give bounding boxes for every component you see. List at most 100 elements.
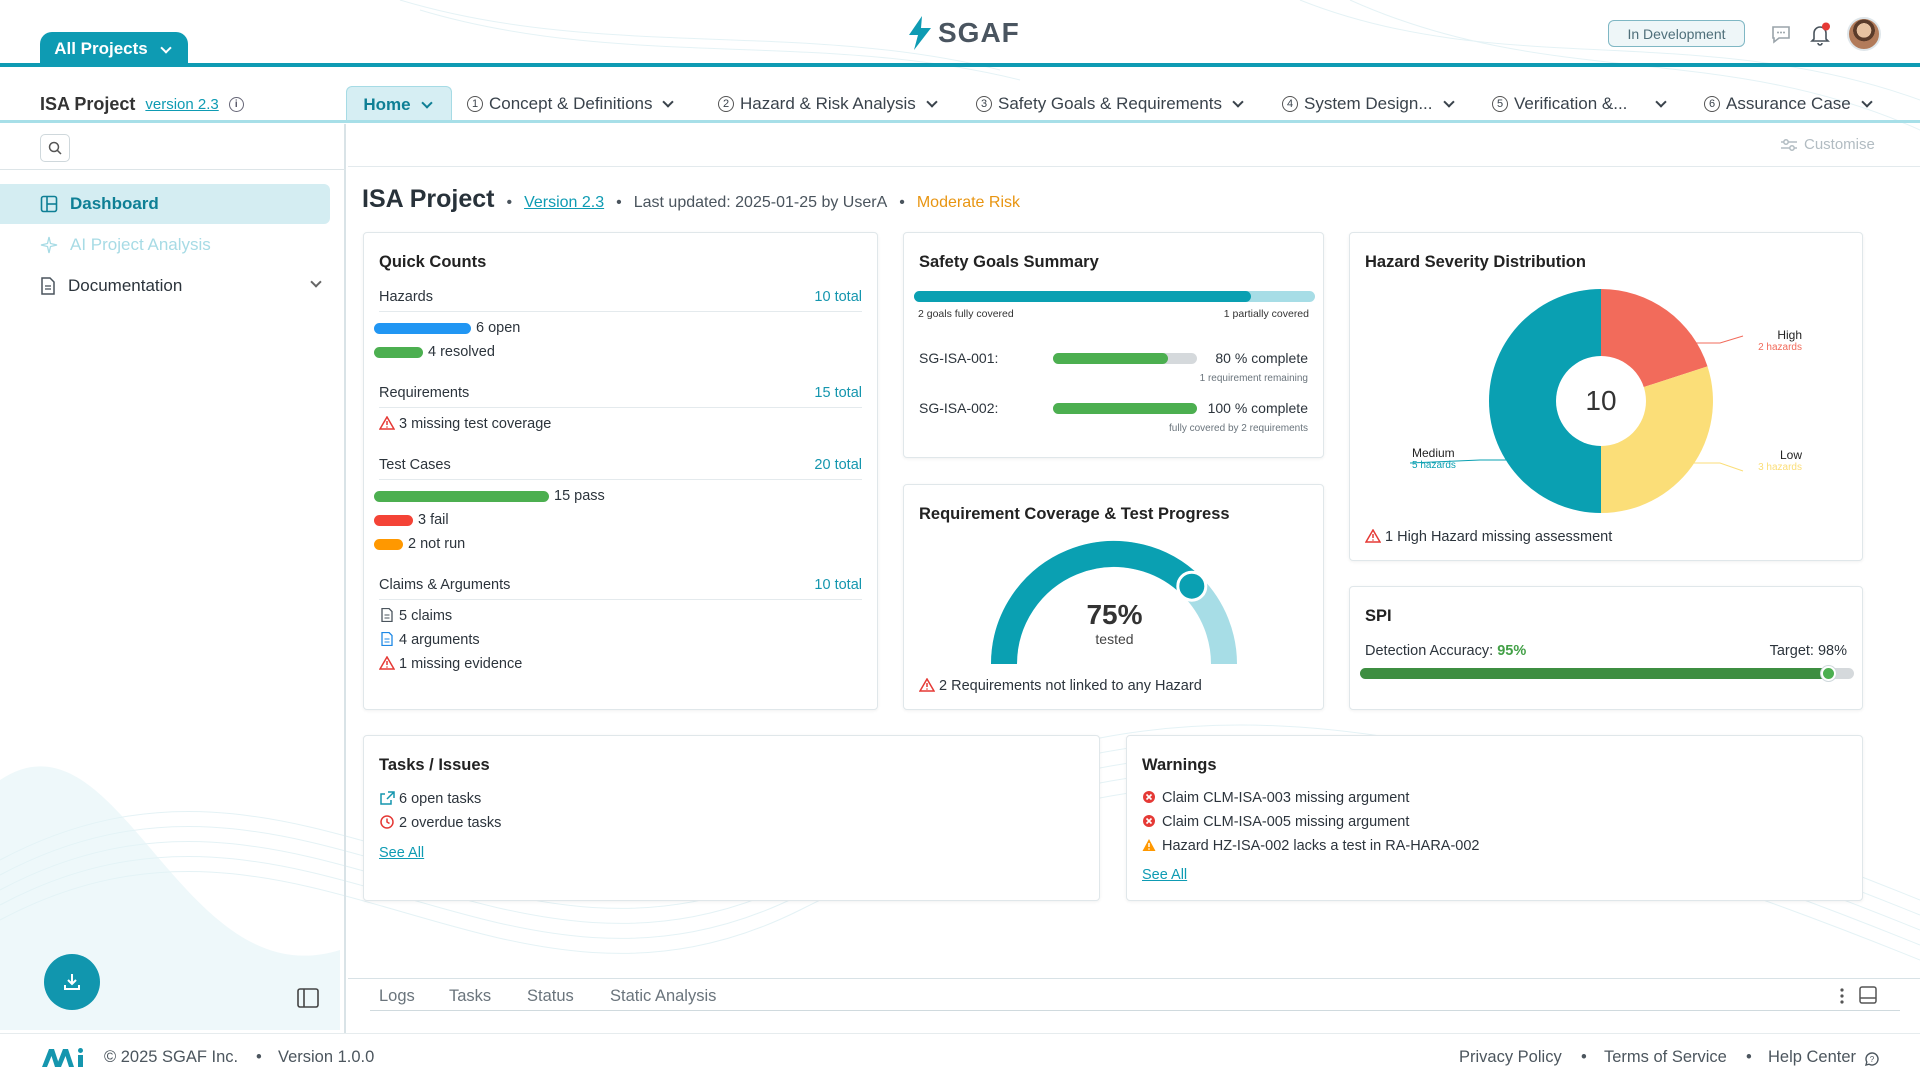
bottom-tab-tasks[interactable]: Tasks — [449, 987, 492, 1005]
claims-count: 5 claims — [379, 608, 452, 624]
sidebar-toggle-icon[interactable] — [297, 988, 319, 1008]
requirement-coverage-card: Requirement Coverage & Test Progress 75%… — [903, 484, 1324, 710]
warning-item[interactable]: Claim CLM-ISA-003 missing argument — [1142, 790, 1409, 806]
test-cases-total[interactable]: 20 total — [814, 457, 862, 473]
customise-label: Customise — [1804, 136, 1875, 153]
project-name: ISA Project — [40, 94, 136, 114]
hazards-resolved-count: 4 resolved — [428, 344, 495, 360]
help-center-link[interactable]: Help Center — [1768, 1048, 1857, 1066]
open-tasks[interactable]: 6 open tasks — [379, 791, 481, 807]
gauge-knob — [1176, 570, 1208, 602]
warning-item[interactable]: Hazard HZ-ISA-002 lacks a test in RA-HAR… — [1142, 838, 1480, 854]
help-icon[interactable]: ? — [1864, 1051, 1880, 1067]
document-icon — [381, 608, 393, 622]
tab-label: Assurance Case — [1726, 94, 1851, 113]
goal-2-note: fully covered by 2 requirements — [1169, 423, 1308, 434]
high-label: High 2 hazards — [1758, 328, 1802, 353]
bottom-tab-logs[interactable]: Logs — [379, 987, 415, 1005]
project-version-link[interactable]: version 2.3 — [145, 96, 219, 113]
customise-button[interactable]: Customise — [1780, 136, 1875, 153]
separator-dot: • — [1746, 1048, 1752, 1066]
tab-label: Safety Goals & Requirements — [998, 94, 1222, 113]
avatar[interactable] — [1847, 17, 1881, 51]
panel-toggle-icon[interactable] — [1859, 986, 1877, 1004]
bottom-tab-static-analysis[interactable]: Static Analysis — [610, 987, 717, 1005]
clock-icon — [380, 815, 394, 829]
tab-safety-goals-requirements[interactable]: 3 Safety Goals & Requirements — [976, 86, 1246, 122]
external-link-icon — [380, 791, 395, 805]
warning-item[interactable]: Claim CLM-ISA-005 missing argument — [1142, 814, 1409, 830]
page-version-link[interactable]: Version 2.3 — [524, 194, 605, 211]
warning-triangle-icon — [379, 416, 395, 430]
tab-system-design[interactable]: 4 System Design... — [1282, 86, 1457, 122]
coverage-warning-text: 2 Requirements not linked to any Hazard — [939, 678, 1202, 694]
claims-total[interactable]: 10 total — [814, 577, 862, 593]
goal-2-bar-fill — [1053, 403, 1197, 414]
slice-detail: 2 hazards — [1758, 342, 1802, 353]
tab-home[interactable]: Home — [346, 86, 452, 122]
chevron-down-icon — [1861, 96, 1873, 108]
sidebar-search-button[interactable] — [40, 134, 70, 162]
separator-dot: • — [899, 194, 905, 211]
hazards-open-bar — [374, 323, 471, 334]
more-vertical-icon[interactable] — [1838, 987, 1846, 1005]
sidebar-item-documentation[interactable]: Documentation — [0, 266, 330, 306]
overdue-tasks[interactable]: 2 overdue tasks — [379, 815, 501, 831]
info-icon[interactable]: i — [228, 97, 244, 112]
chevron-down-icon — [160, 41, 172, 54]
terms-of-service-link[interactable]: Terms of Service — [1604, 1048, 1727, 1066]
medium-label: Medium 5 hazards — [1412, 446, 1456, 471]
bottom-tab-status[interactable]: Status — [527, 987, 574, 1005]
sidebar-item-label: Dashboard — [70, 194, 159, 213]
warnings-see-all-link[interactable]: See All — [1142, 867, 1188, 883]
chevron-down-icon[interactable] — [310, 276, 322, 288]
goal-1-bar-fill — [1053, 353, 1169, 364]
sparkle-icon — [40, 236, 58, 254]
tasks-see-all-link[interactable]: See All — [379, 845, 425, 861]
status-badge[interactable]: In Development — [1608, 20, 1745, 47]
tab-label: System Design... — [1304, 94, 1433, 113]
coverage-percent-label: tested — [1095, 631, 1134, 647]
claims-label: Claims & Arguments — [379, 577, 511, 593]
slice-name: High — [1777, 328, 1802, 342]
test-cases-label: Test Cases — [379, 457, 451, 473]
hazards-label: Hazards — [379, 289, 433, 305]
goal-id: SG-ISA-001: — [919, 350, 999, 366]
tab-label: Verification &... — [1514, 94, 1628, 113]
tab-assurance-case[interactable]: 6 Assurance Case — [1704, 86, 1875, 122]
card-title: Tasks / Issues — [379, 756, 490, 774]
chat-icon[interactable] — [1769, 22, 1793, 46]
requirements-total[interactable]: 15 total — [814, 385, 862, 401]
error-circle-icon — [1143, 791, 1155, 803]
sidebar-item-dashboard[interactable]: Dashboard — [0, 184, 330, 224]
tab-verification[interactable]: 5 Verification &... — [1492, 86, 1669, 122]
error-circle-icon — [1143, 815, 1155, 827]
sidebar-item-label: AI Project Analysis — [70, 235, 211, 254]
main-divider — [348, 166, 1920, 167]
arguments-count: 4 arguments — [379, 632, 480, 648]
card-title: Hazard Severity Distribution — [1365, 253, 1586, 271]
tests-not-run-bar — [374, 539, 403, 550]
donut-slice-medium[interactable] — [1489, 289, 1601, 513]
privacy-policy-link[interactable]: Privacy Policy — [1459, 1048, 1562, 1066]
sidebar-item-label: Documentation — [68, 276, 183, 295]
chevron-down-icon — [1232, 96, 1244, 108]
download-button[interactable] — [44, 954, 100, 1010]
copyright: © 2025 SGAF Inc. — [104, 1048, 239, 1066]
download-icon — [64, 974, 80, 990]
notification-bell-icon[interactable] — [1808, 22, 1832, 46]
tests-not-run-count: 2 not run — [408, 536, 466, 552]
spi-target: Target: 98% — [1769, 643, 1847, 659]
sidebar-item-ai-project-analysis[interactable]: AI Project Analysis — [0, 225, 330, 265]
tab-concept-definitions[interactable]: 1 Concept & Definitions — [467, 86, 676, 122]
tests-pass-count: 15 pass — [554, 488, 605, 504]
overdue-tasks-text: 2 overdue tasks — [399, 815, 502, 831]
severity-warning-text: 1 High Hazard missing assessment — [1385, 529, 1613, 545]
tab-hazard-risk-analysis[interactable]: 2 Hazard & Risk Analysis — [718, 86, 940, 122]
hazards-total[interactable]: 10 total — [814, 289, 862, 305]
all-projects-button[interactable]: All Projects — [40, 32, 188, 66]
partially-covered-label: 1 partially covered — [1223, 308, 1309, 320]
medium-leader-line — [1409, 459, 1512, 464]
high-leader-line — [1690, 335, 1744, 344]
lightning-bolt-icon — [909, 16, 931, 50]
